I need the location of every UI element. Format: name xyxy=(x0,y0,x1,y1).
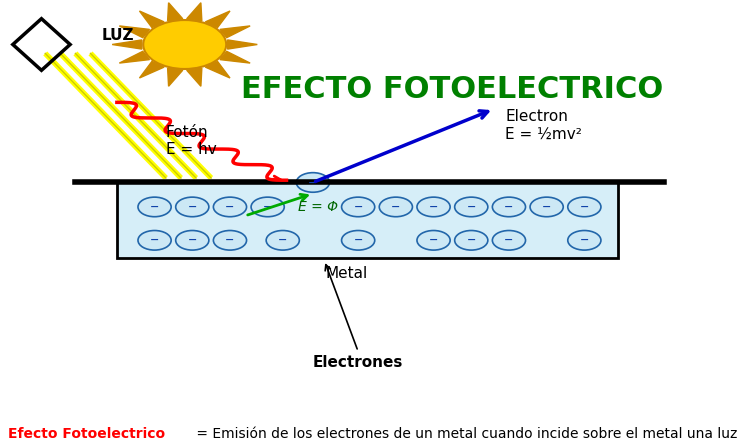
Text: −: − xyxy=(308,178,317,187)
Text: −: − xyxy=(429,235,438,245)
Polygon shape xyxy=(220,51,250,63)
Polygon shape xyxy=(167,68,182,86)
Polygon shape xyxy=(167,3,182,21)
Text: −: − xyxy=(188,202,197,212)
Text: −: − xyxy=(580,202,589,212)
Polygon shape xyxy=(119,26,149,38)
Text: −: − xyxy=(504,235,513,245)
Circle shape xyxy=(213,231,247,250)
Circle shape xyxy=(176,231,209,250)
Circle shape xyxy=(530,197,563,217)
Text: −: − xyxy=(225,235,234,245)
Text: −: − xyxy=(354,202,363,212)
Text: Metal: Metal xyxy=(326,266,368,281)
Circle shape xyxy=(492,197,526,217)
Text: −: − xyxy=(467,202,476,212)
Circle shape xyxy=(342,231,375,250)
Circle shape xyxy=(138,231,171,250)
Polygon shape xyxy=(220,26,250,38)
Text: −: − xyxy=(467,235,476,245)
Polygon shape xyxy=(205,61,230,78)
Polygon shape xyxy=(228,40,257,49)
Text: −: − xyxy=(504,202,513,212)
Circle shape xyxy=(176,197,209,217)
Text: −: − xyxy=(429,202,438,212)
Circle shape xyxy=(568,197,601,217)
Circle shape xyxy=(138,197,171,217)
Polygon shape xyxy=(139,11,164,28)
Polygon shape xyxy=(119,51,149,63)
Text: Efecto Fotoelectrico: Efecto Fotoelectrico xyxy=(8,427,164,441)
Text: EFECTO FOTOELECTRICO: EFECTO FOTOELECTRICO xyxy=(241,74,664,104)
Circle shape xyxy=(417,231,450,250)
Polygon shape xyxy=(205,11,230,28)
Text: LUZ: LUZ xyxy=(102,28,134,43)
Text: Electron
E = ½mv²: Electron E = ½mv² xyxy=(505,109,582,142)
Text: −: − xyxy=(150,235,159,245)
Polygon shape xyxy=(187,3,202,21)
Circle shape xyxy=(266,231,299,250)
Polygon shape xyxy=(139,61,164,78)
Text: −: − xyxy=(542,202,551,212)
Text: −: − xyxy=(188,235,197,245)
Text: −: − xyxy=(391,202,400,212)
Text: E = Φ: E = Φ xyxy=(298,200,338,214)
Polygon shape xyxy=(187,68,202,86)
Text: Fotón
E = hv: Fotón E = hv xyxy=(166,125,216,157)
Text: = Emisión de los electrones de un metal cuando incide sobre el metal una luz: = Emisión de los electrones de un metal … xyxy=(192,427,737,441)
Text: −: − xyxy=(580,235,589,245)
Circle shape xyxy=(568,231,601,250)
Text: −: − xyxy=(263,202,272,212)
Circle shape xyxy=(213,197,247,217)
Circle shape xyxy=(143,20,226,69)
Circle shape xyxy=(342,197,375,217)
Circle shape xyxy=(379,197,412,217)
Circle shape xyxy=(492,231,526,250)
Text: −: − xyxy=(354,235,363,245)
Text: −: − xyxy=(278,235,287,245)
Bar xyxy=(117,182,618,258)
Circle shape xyxy=(296,173,329,192)
Circle shape xyxy=(455,231,488,250)
Circle shape xyxy=(417,197,450,217)
Text: Electrones: Electrones xyxy=(313,355,403,370)
Circle shape xyxy=(251,197,284,217)
Text: −: − xyxy=(150,202,159,212)
Polygon shape xyxy=(112,40,142,49)
Text: −: − xyxy=(225,202,234,212)
Circle shape xyxy=(455,197,488,217)
